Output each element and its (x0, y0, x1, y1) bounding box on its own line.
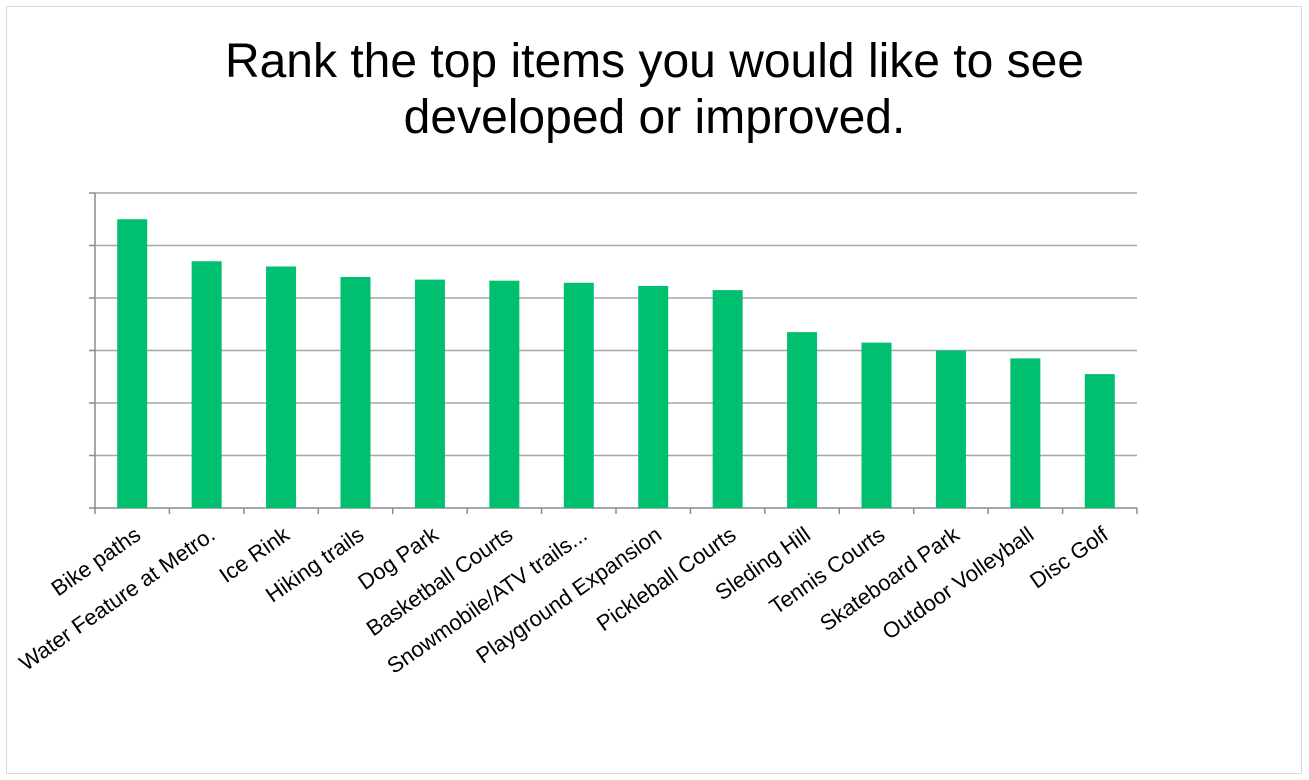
bar (191, 261, 222, 508)
bar (787, 332, 818, 508)
bar (340, 277, 371, 508)
bars (117, 219, 1115, 508)
category-label: Disc Golf (1025, 521, 1113, 593)
bar (1084, 374, 1115, 508)
bar (266, 266, 297, 508)
chart-title: Rank the top items you would like to see… (224, 35, 1085, 144)
bar (712, 290, 743, 508)
gridlines (95, 192, 1137, 457)
bar (861, 342, 892, 508)
bar (1010, 358, 1041, 508)
bar (414, 279, 445, 508)
bar (638, 285, 669, 508)
bar (935, 350, 966, 508)
bar (489, 280, 520, 508)
bar (117, 219, 148, 508)
axes (89, 192, 1138, 514)
bar (563, 282, 594, 508)
